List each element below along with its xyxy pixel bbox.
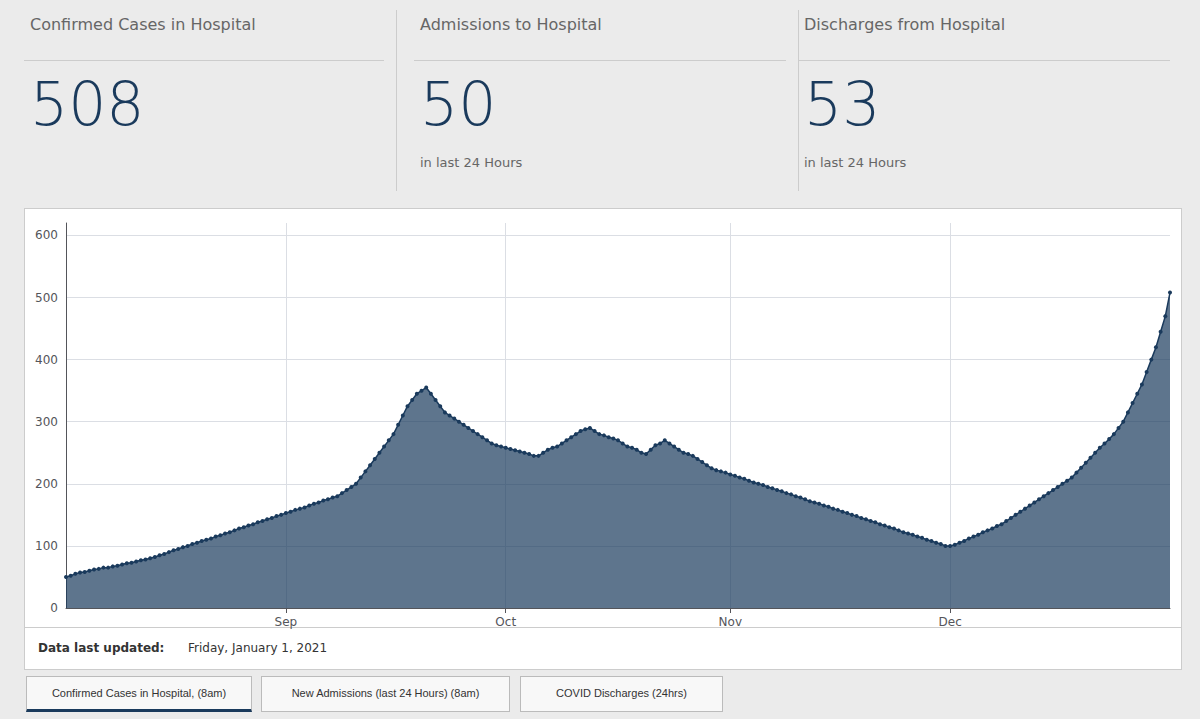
svg-text:Dec: Dec xyxy=(939,615,962,629)
svg-text:600: 600 xyxy=(35,228,58,242)
svg-text:50: 50 xyxy=(420,69,496,139)
svg-text:500: 500 xyxy=(35,291,58,305)
svg-text:Admissions to Hospital: Admissions to Hospital xyxy=(420,15,602,34)
svg-text:Nov: Nov xyxy=(719,615,742,629)
svg-text:Oct: Oct xyxy=(495,615,516,629)
svg-text:508: 508 xyxy=(30,69,145,139)
svg-text:Friday, January 1, 2021: Friday, January 1, 2021 xyxy=(188,641,327,655)
svg-text:in last 24 Hours: in last 24 Hours xyxy=(420,155,523,170)
svg-text:Discharges from Hospital: Discharges from Hospital xyxy=(804,15,1005,34)
svg-text:300: 300 xyxy=(35,415,58,429)
svg-text:Sep: Sep xyxy=(275,615,298,629)
svg-text:0: 0 xyxy=(50,601,58,615)
svg-text:200: 200 xyxy=(35,477,58,491)
svg-text:400: 400 xyxy=(35,353,58,367)
svg-text:100: 100 xyxy=(35,539,58,553)
svg-text:COVID Discharges (24hrs): COVID Discharges (24hrs) xyxy=(556,687,687,699)
svg-text:in last 24 Hours: in last 24 Hours xyxy=(804,155,907,170)
svg-text:Confirmed Cases in Hospital, (: Confirmed Cases in Hospital, (8am) xyxy=(52,687,226,699)
svg-text:Data last updated:: Data last updated: xyxy=(38,641,164,655)
svg-text:Confirmed Cases in Hospital: Confirmed Cases in Hospital xyxy=(30,15,256,34)
svg-text:53: 53 xyxy=(804,69,880,139)
svg-text:New Admissions (last 24 Hours): New Admissions (last 24 Hours) (8am) xyxy=(292,687,480,699)
